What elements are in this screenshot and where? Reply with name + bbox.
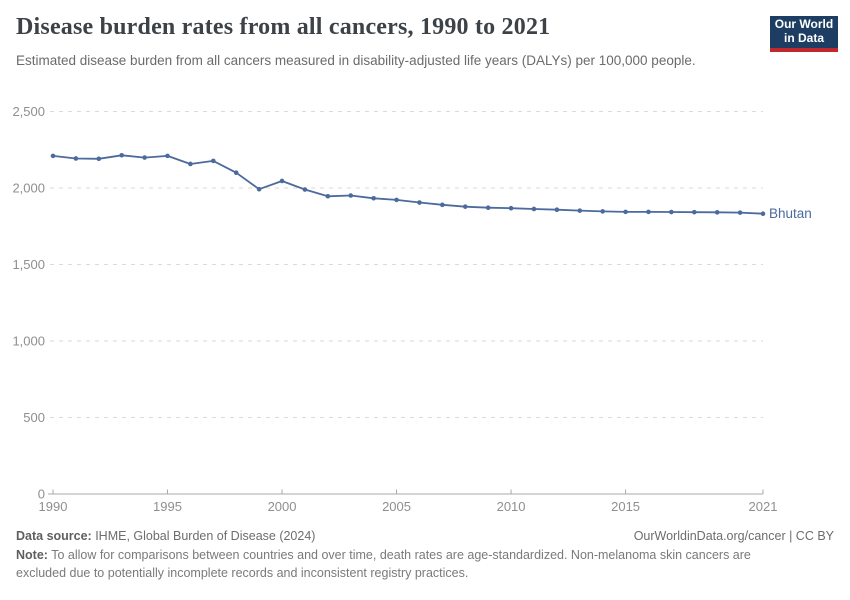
page-title: Disease burden rates from all cancers, 1… [16,14,551,40]
data-point[interactable] [485,205,491,211]
x-axis-tick-label: 1990 [39,499,68,514]
data-point[interactable] [714,210,720,215]
y-axis-tick-label: 1,000 [12,334,45,349]
x-axis-tick-label: 2015 [611,499,640,514]
owid-logo-box: Our World in Data [770,16,838,48]
data-point[interactable] [623,209,628,215]
owid-logo-stripe [770,48,838,52]
data-point[interactable] [554,207,560,213]
data-point[interactable] [417,200,422,205]
data-point[interactable] [577,208,583,213]
data-point[interactable] [119,152,125,158]
data-point[interactable] [50,153,56,159]
x-axis-tick-label: 2021 [749,499,778,514]
data-point[interactable] [440,202,445,208]
data-point[interactable] [279,178,285,184]
x-axis-tick-label: 1995 [153,499,182,514]
data-point[interactable] [188,161,193,167]
data-point[interactable] [691,209,697,215]
attribution-link[interactable]: OurWorldinData.org/cancer | CC BY [633,529,834,543]
data-point[interactable] [73,156,79,161]
note-text: To allow for comparisons between countri… [16,548,751,581]
line-chart[interactable]: 0 500 1,000 1,500 2,000 2,500 1990 1995 2000 2005… [0,0,850,525]
data-point[interactable] [165,153,170,159]
note-line: Note: To allow for comparisons between c… [16,546,788,582]
data-point[interactable] [96,156,102,162]
data-point[interactable] [760,211,766,217]
y-axis-tick-label: 2,000 [12,181,45,196]
y-axis-tick-label: 2,500 [12,104,45,119]
y-axis-tick-label: 500 [23,410,45,425]
entity-label[interactable]: Bhutan [769,206,812,221]
data-point[interactable] [233,170,239,175]
chart-subtitle: Estimated disease burden from all cancer… [16,53,696,68]
x-axis-tick-label: 2005 [382,499,411,514]
owid-logo-text-line1: Our World [774,17,834,32]
data-point[interactable] [348,193,354,198]
data-point[interactable] [462,204,468,209]
y-axis-tick-label: 0 [38,487,45,502]
note-label: Note: [16,548,48,562]
series-line[interactable] [52,154,764,215]
data-point[interactable] [669,209,674,215]
data-point[interactable] [142,155,147,160]
data-point[interactable] [302,187,308,192]
data-point[interactable] [508,205,514,211]
data-point[interactable] [256,186,262,192]
data-point[interactable] [531,206,537,212]
data-source-text: IHME, Global Burden of Disease (2024) [91,529,316,543]
data-point[interactable] [737,210,743,215]
data-point[interactable] [646,209,651,215]
data-point[interactable] [325,193,331,199]
data-point[interactable] [394,197,399,203]
data-point[interactable] [211,158,216,164]
data-source-label: Data source: [16,529,92,543]
data-point[interactable] [600,209,605,214]
x-axis-tick-label: 2010 [497,499,526,514]
data-point[interactable] [371,195,376,201]
owid-logo[interactable]: Our World in Data [770,16,838,52]
owid-logo-text-line2: in Data [783,31,824,45]
y-axis-tick-label: 1,500 [12,257,45,272]
data-source-line: Data source: IHME, Global Burden of Dise… [16,529,315,543]
chart-footer: Data source: IHME, Global Burden of Dise… [16,529,834,582]
x-axis-tick-label: 2000 [268,499,297,514]
